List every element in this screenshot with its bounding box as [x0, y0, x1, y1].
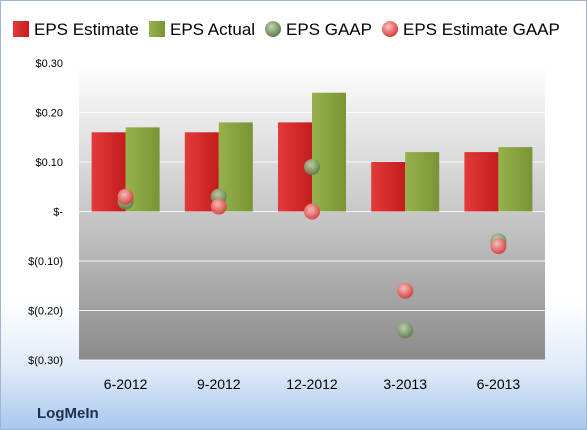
- x-tick-label: 9-2012: [197, 376, 241, 392]
- scatter-points: [117, 158, 507, 339]
- y-tick-label: $(0.20): [28, 306, 63, 318]
- y-axis: $0.30 $0.20 $0.10 $- $(0.10) $(0.20) $(0.30): [28, 58, 63, 367]
- brand-label: LogMeIn: [37, 405, 99, 422]
- legend-label: EPS Estimate: [34, 20, 139, 39]
- point-eps-gaap: [304, 158, 320, 175]
- legend-swatch: [265, 21, 281, 37]
- y-tick-label: $0.10: [35, 157, 63, 169]
- y-tick-label: $(0.10): [28, 256, 63, 268]
- bar-eps-estimate: [371, 162, 406, 212]
- x-tick-label: 6-2013: [477, 376, 521, 392]
- legend-swatch: [149, 21, 165, 37]
- x-axis: 6-2012 9-2012 12-2012 3-2013 6-2013: [104, 376, 521, 392]
- y-tick-label: $(0.30): [28, 355, 63, 367]
- legend-label: EPS Estimate GAAP: [403, 20, 560, 39]
- legend: EPS Estimate EPS Actual EPS GAAP EPS Estima…: [13, 20, 560, 39]
- bar-eps-actual: [405, 152, 440, 212]
- point-eps-estimate-gaap: [210, 198, 227, 215]
- y-tick-label: $0.20: [35, 108, 63, 120]
- y-tick-label: $-: [53, 207, 63, 219]
- bar-eps-actual: [312, 92, 346, 212]
- y-tick-label: $0.30: [35, 58, 63, 70]
- legend-swatch: [382, 21, 398, 37]
- x-tick-label: 3-2013: [383, 376, 427, 392]
- point-eps-estimate-gaap: [397, 282, 414, 299]
- point-eps-estimate-gaap: [490, 238, 507, 255]
- point-eps-gaap: [397, 322, 414, 339]
- legend-label: EPS GAAP: [286, 20, 372, 39]
- bar-eps-estimate: [464, 152, 499, 212]
- legend-swatch: [13, 21, 29, 37]
- legend-label: EPS Actual: [170, 20, 255, 39]
- bar-eps-actual: [498, 147, 533, 212]
- point-eps-estimate-gaap: [117, 188, 134, 205]
- point-eps-estimate-gaap: [304, 203, 320, 220]
- x-tick-label: 12-2012: [286, 376, 338, 392]
- x-tick-label: 6-2012: [104, 376, 148, 392]
